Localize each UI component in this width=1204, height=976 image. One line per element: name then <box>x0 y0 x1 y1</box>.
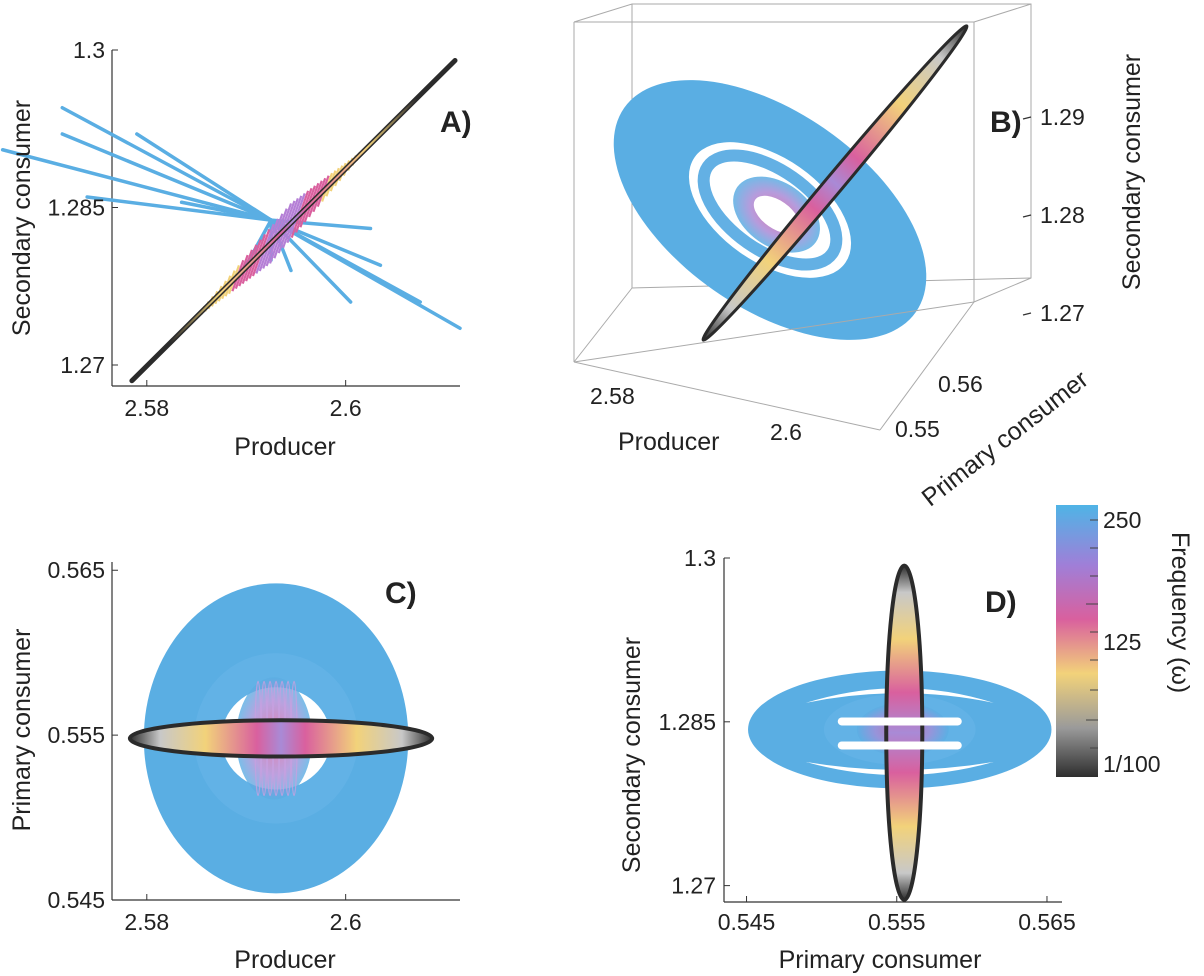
spoke-line <box>0 148 273 222</box>
thin-ellipse <box>127 718 435 759</box>
x-tick-label: 2.58 <box>124 395 169 421</box>
colorbar: 250 125 1/100 Frequency (ω) <box>1056 505 1194 777</box>
panel-b-disc <box>613 80 927 340</box>
spoke-line <box>85 195 273 222</box>
x-tick-label: 2.6 <box>330 909 362 935</box>
x-tick-label: 0.565 <box>1018 909 1076 935</box>
panel-b-box-edge <box>973 3 1032 23</box>
center-gap <box>837 741 962 750</box>
panel-a: 2.58 2.6 1.3 1.285 1.27 A) Producer Secondar… <box>0 37 472 461</box>
panel-b-z-tick <box>1022 214 1032 218</box>
colorbar-label: Frequency (ω) <box>1166 532 1194 693</box>
spoke-line <box>179 200 273 222</box>
panel-a-y-label: Secondary consumer <box>8 100 36 336</box>
panel-c-ticks: 2.58 2.6 0.565 0.555 0.545 <box>47 557 361 935</box>
panel-b-thin-ellipse-group <box>701 24 969 342</box>
panel-b-z-label: Secondary consumer <box>1118 54 1146 290</box>
panel-c: 2.58 2.6 0.565 0.555 0.545 C) Producer Prima… <box>8 557 460 974</box>
panel-b-z-tick-label: 1.28 <box>1040 202 1085 228</box>
panel-b-y-tick-label: 0.56 <box>938 371 983 397</box>
panel-a-main-line <box>129 58 458 384</box>
colorbar-tick-label: 250 <box>1103 507 1141 533</box>
panel-d-label: D) <box>985 586 1017 619</box>
crescent-hole <box>805 761 994 776</box>
panel-b-x-tick-label: 2.6 <box>770 419 802 445</box>
x-tick-label: 0.545 <box>718 909 776 935</box>
colorbar-gradient <box>1056 505 1098 777</box>
panel-c-y-label: Primary consumer <box>8 629 36 832</box>
panel-d-shapes <box>748 563 1052 902</box>
thin-ellipse <box>884 563 925 902</box>
panel-b-box-edge <box>573 301 975 363</box>
panel-a-x-label: Producer <box>234 433 335 461</box>
panel-c-shapes <box>127 583 435 894</box>
panel-b-box-edge <box>879 301 975 431</box>
spoke-line <box>135 132 273 222</box>
colorbar-tick-label: 125 <box>1103 629 1141 655</box>
panel-c-x-label: Producer <box>234 946 335 974</box>
colorbar-ticks <box>1086 519 1098 749</box>
panel-b-z-tick-label: 1.27 <box>1040 300 1085 326</box>
main-line-color <box>169 98 417 344</box>
y-tick-label: 1.3 <box>684 545 716 571</box>
panel-a-label: A) <box>440 106 472 139</box>
x-tick-label: 0.555 <box>868 909 926 935</box>
crescent-hole <box>805 688 994 703</box>
panel-b-label: B) <box>990 106 1022 139</box>
panel-b-box-edge <box>573 361 881 431</box>
y-tick-label: 1.3 <box>73 37 105 63</box>
panel-d-y-label: Secondary consumer <box>618 637 646 873</box>
panel-d-ticks: 0.545 0.555 0.565 1.3 1.285 1.27 <box>658 545 1075 935</box>
panel-b-inner-ring <box>697 149 843 271</box>
panel-b-x-tick-label: 2.58 <box>590 383 635 409</box>
panel-d: 0.545 0.555 0.565 1.3 1.285 1.27 D) Primary c… <box>618 545 1076 974</box>
y-tick-label: 0.555 <box>47 722 105 748</box>
panel-d-x-label: Primary consumer <box>779 946 982 974</box>
panel-b-y-tick-label: 0.55 <box>895 416 940 442</box>
y-tick-label: 1.27 <box>671 873 716 899</box>
colorbar-tick-label: 1/100 <box>1103 751 1161 777</box>
y-tick-label: 1.285 <box>658 709 716 735</box>
panel-a-ticks: 2.58 2.6 1.3 1.285 1.27 <box>47 37 361 421</box>
y-tick-label: 1.27 <box>60 352 105 378</box>
y-tick-label: 0.565 <box>47 557 105 583</box>
spoke-line <box>60 132 273 222</box>
panel-c-label: C) <box>385 577 417 610</box>
center-gap <box>837 717 962 726</box>
y-tick-label: 1.285 <box>47 195 105 221</box>
spoke-line <box>60 106 273 222</box>
y-tick-label: 0.545 <box>47 887 105 913</box>
panel-b: 1.29 1.28 1.27 2.58 2.6 0.55 0.56 B) Pro… <box>573 3 1146 512</box>
panel-b-z-tick <box>1022 116 1032 120</box>
x-tick-label: 2.6 <box>330 395 362 421</box>
spoke-line <box>269 218 422 304</box>
panel-b-z-tick <box>1022 312 1032 316</box>
panel-b-thin-ellipse <box>701 24 969 342</box>
panel-b-z-tick-label: 1.29 <box>1040 104 1085 130</box>
panel-b-box-edge <box>573 287 633 363</box>
x-tick-label: 2.58 <box>124 909 169 935</box>
panel-b-x-label: Producer <box>618 428 719 456</box>
